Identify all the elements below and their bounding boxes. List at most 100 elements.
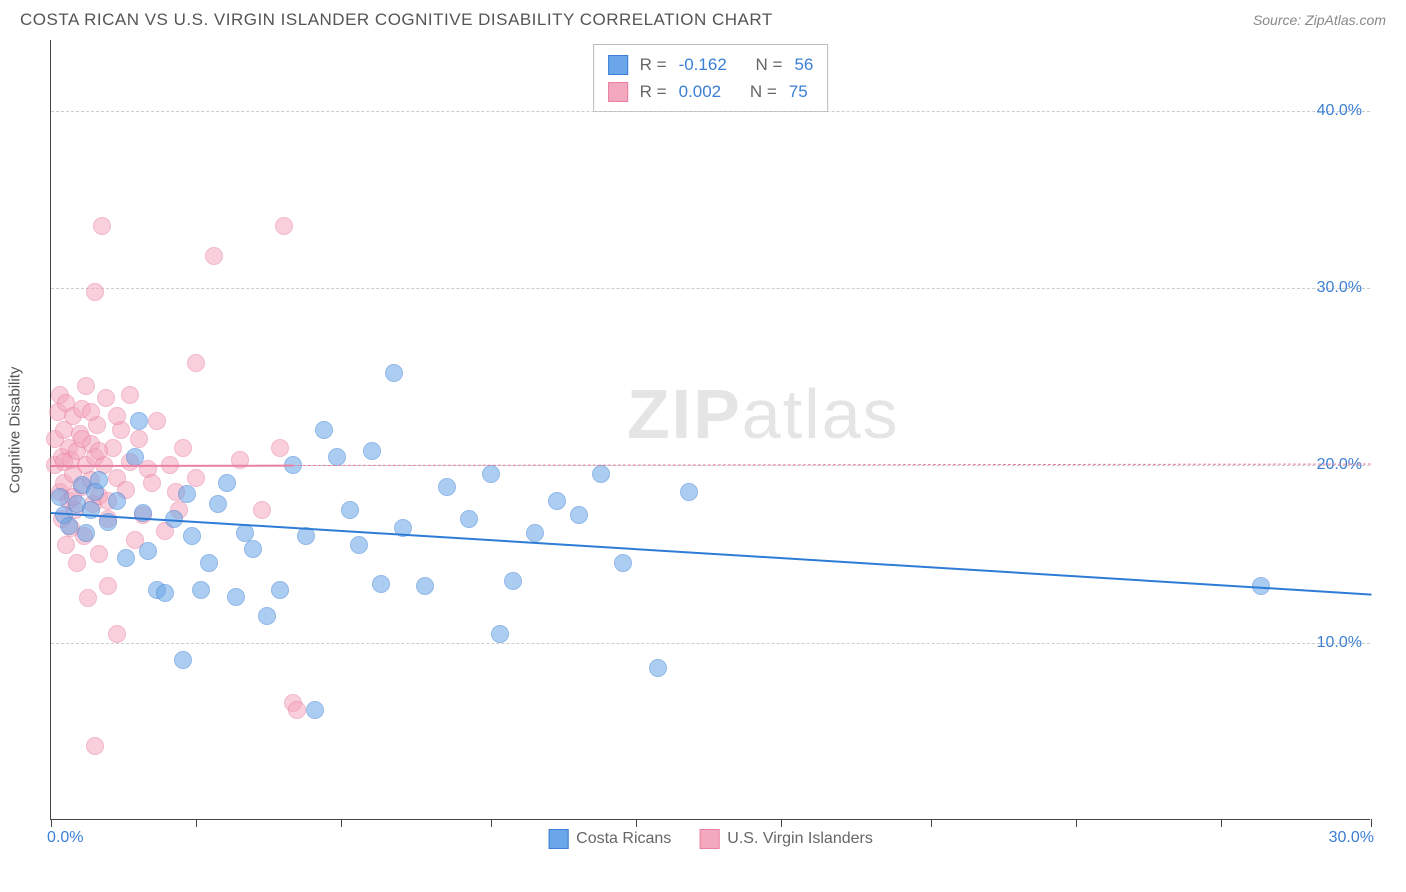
scatter-point [218,474,236,492]
x-tick [781,819,782,827]
scatter-point [341,501,359,519]
scatter-point [183,527,201,545]
scatter-point [275,217,293,235]
scatter-point [288,701,306,719]
scatter-point [227,588,245,606]
x-tick [51,819,52,827]
scatter-point [491,625,509,643]
scatter-point [244,540,262,558]
scatter-point [614,554,632,572]
y-tick-label: 40.0% [1317,102,1362,120]
scatter-point [187,354,205,372]
scatter-point [570,506,588,524]
legend-row-series-0: R = -0.162 N = 56 [608,51,814,78]
scatter-point [77,377,95,395]
y-tick-label: 30.0% [1317,279,1362,297]
scatter-point [209,495,227,513]
x-axis-origin-label: 0.0% [47,829,83,847]
scatter-point [526,524,544,542]
scatter-point [548,492,566,510]
grid-line [51,643,1370,644]
scatter-point [649,659,667,677]
scatter-point [363,442,381,460]
scatter-point [416,577,434,595]
chart-title: COSTA RICAN VS U.S. VIRGIN ISLANDER COGN… [20,10,773,30]
scatter-point [200,554,218,572]
scatter-point [139,542,157,560]
scatter-point [174,439,192,457]
grid-line [51,288,1370,289]
x-tick [1221,819,1222,827]
scatter-point [205,247,223,265]
scatter-point [108,492,126,510]
x-axis-max-label: 30.0% [1329,829,1374,847]
scatter-point [68,554,86,572]
scatter-point [482,465,500,483]
scatter-point [117,549,135,567]
scatter-point [438,478,456,496]
x-tick [636,819,637,827]
x-tick [1371,819,1372,827]
legend-r-label: R = [640,78,667,105]
legend-item-1: U.S. Virgin Islanders [699,829,873,849]
series-legend: Costa Ricans U.S. Virgin Islanders [548,829,873,849]
legend-r-value-1: 0.002 [679,78,722,105]
x-tick [931,819,932,827]
scatter-point [350,536,368,554]
scatter-point [57,536,75,554]
legend-swatch-series-1 [608,82,628,102]
scatter-point [86,283,104,301]
watermark-light: atlas [742,375,900,453]
scatter-point [372,575,390,593]
scatter-point [315,421,333,439]
legend-n-value-0: 56 [794,51,813,78]
plot-wrapper: Cognitive Disability ZIPatlas R = -0.162… [50,40,1386,820]
legend-row-series-1: R = 0.002 N = 75 [608,78,814,105]
scatter-point [271,581,289,599]
scatter-point [51,488,69,506]
scatter-point [187,469,205,487]
scatter-point [108,407,126,425]
x-tick [491,819,492,827]
scatter-point [156,584,174,602]
scatter-plot-area: Cognitive Disability ZIPatlas R = -0.162… [50,40,1370,820]
scatter-point [192,581,210,599]
scatter-point [385,364,403,382]
y-tick-label: 20.0% [1317,456,1362,474]
legend-item-0: Costa Ricans [548,829,671,849]
scatter-point [174,651,192,669]
scatter-point [680,483,698,501]
scatter-point [93,217,111,235]
scatter-point [86,737,104,755]
scatter-point [328,448,346,466]
y-axis-title: Cognitive Disability [7,366,24,493]
scatter-point [121,386,139,404]
scatter-point [592,465,610,483]
legend-n-label: N = [756,51,783,78]
legend-swatch-series-0 [608,55,628,75]
scatter-point [504,572,522,590]
scatter-point [253,501,271,519]
watermark-bold: ZIP [627,375,742,453]
legend-label-0: Costa Ricans [576,830,671,848]
legend-swatch-1 [699,829,719,849]
scatter-point [73,430,91,448]
legend-label-1: U.S. Virgin Islanders [727,830,873,848]
legend-n-label: N = [750,78,777,105]
scatter-point [126,448,144,466]
x-tick [1076,819,1077,827]
x-tick [341,819,342,827]
legend-swatch-0 [548,829,568,849]
scatter-point [79,589,97,607]
x-tick [196,819,197,827]
scatter-point [306,701,324,719]
scatter-point [82,403,100,421]
scatter-point [60,517,78,535]
scatter-point [97,389,115,407]
scatter-point [90,545,108,563]
scatter-point [271,439,289,457]
scatter-point [258,607,276,625]
correlation-legend: R = -0.162 N = 56 R = 0.002 N = 75 [593,44,829,112]
scatter-point [90,442,108,460]
grid-line [51,111,1370,112]
